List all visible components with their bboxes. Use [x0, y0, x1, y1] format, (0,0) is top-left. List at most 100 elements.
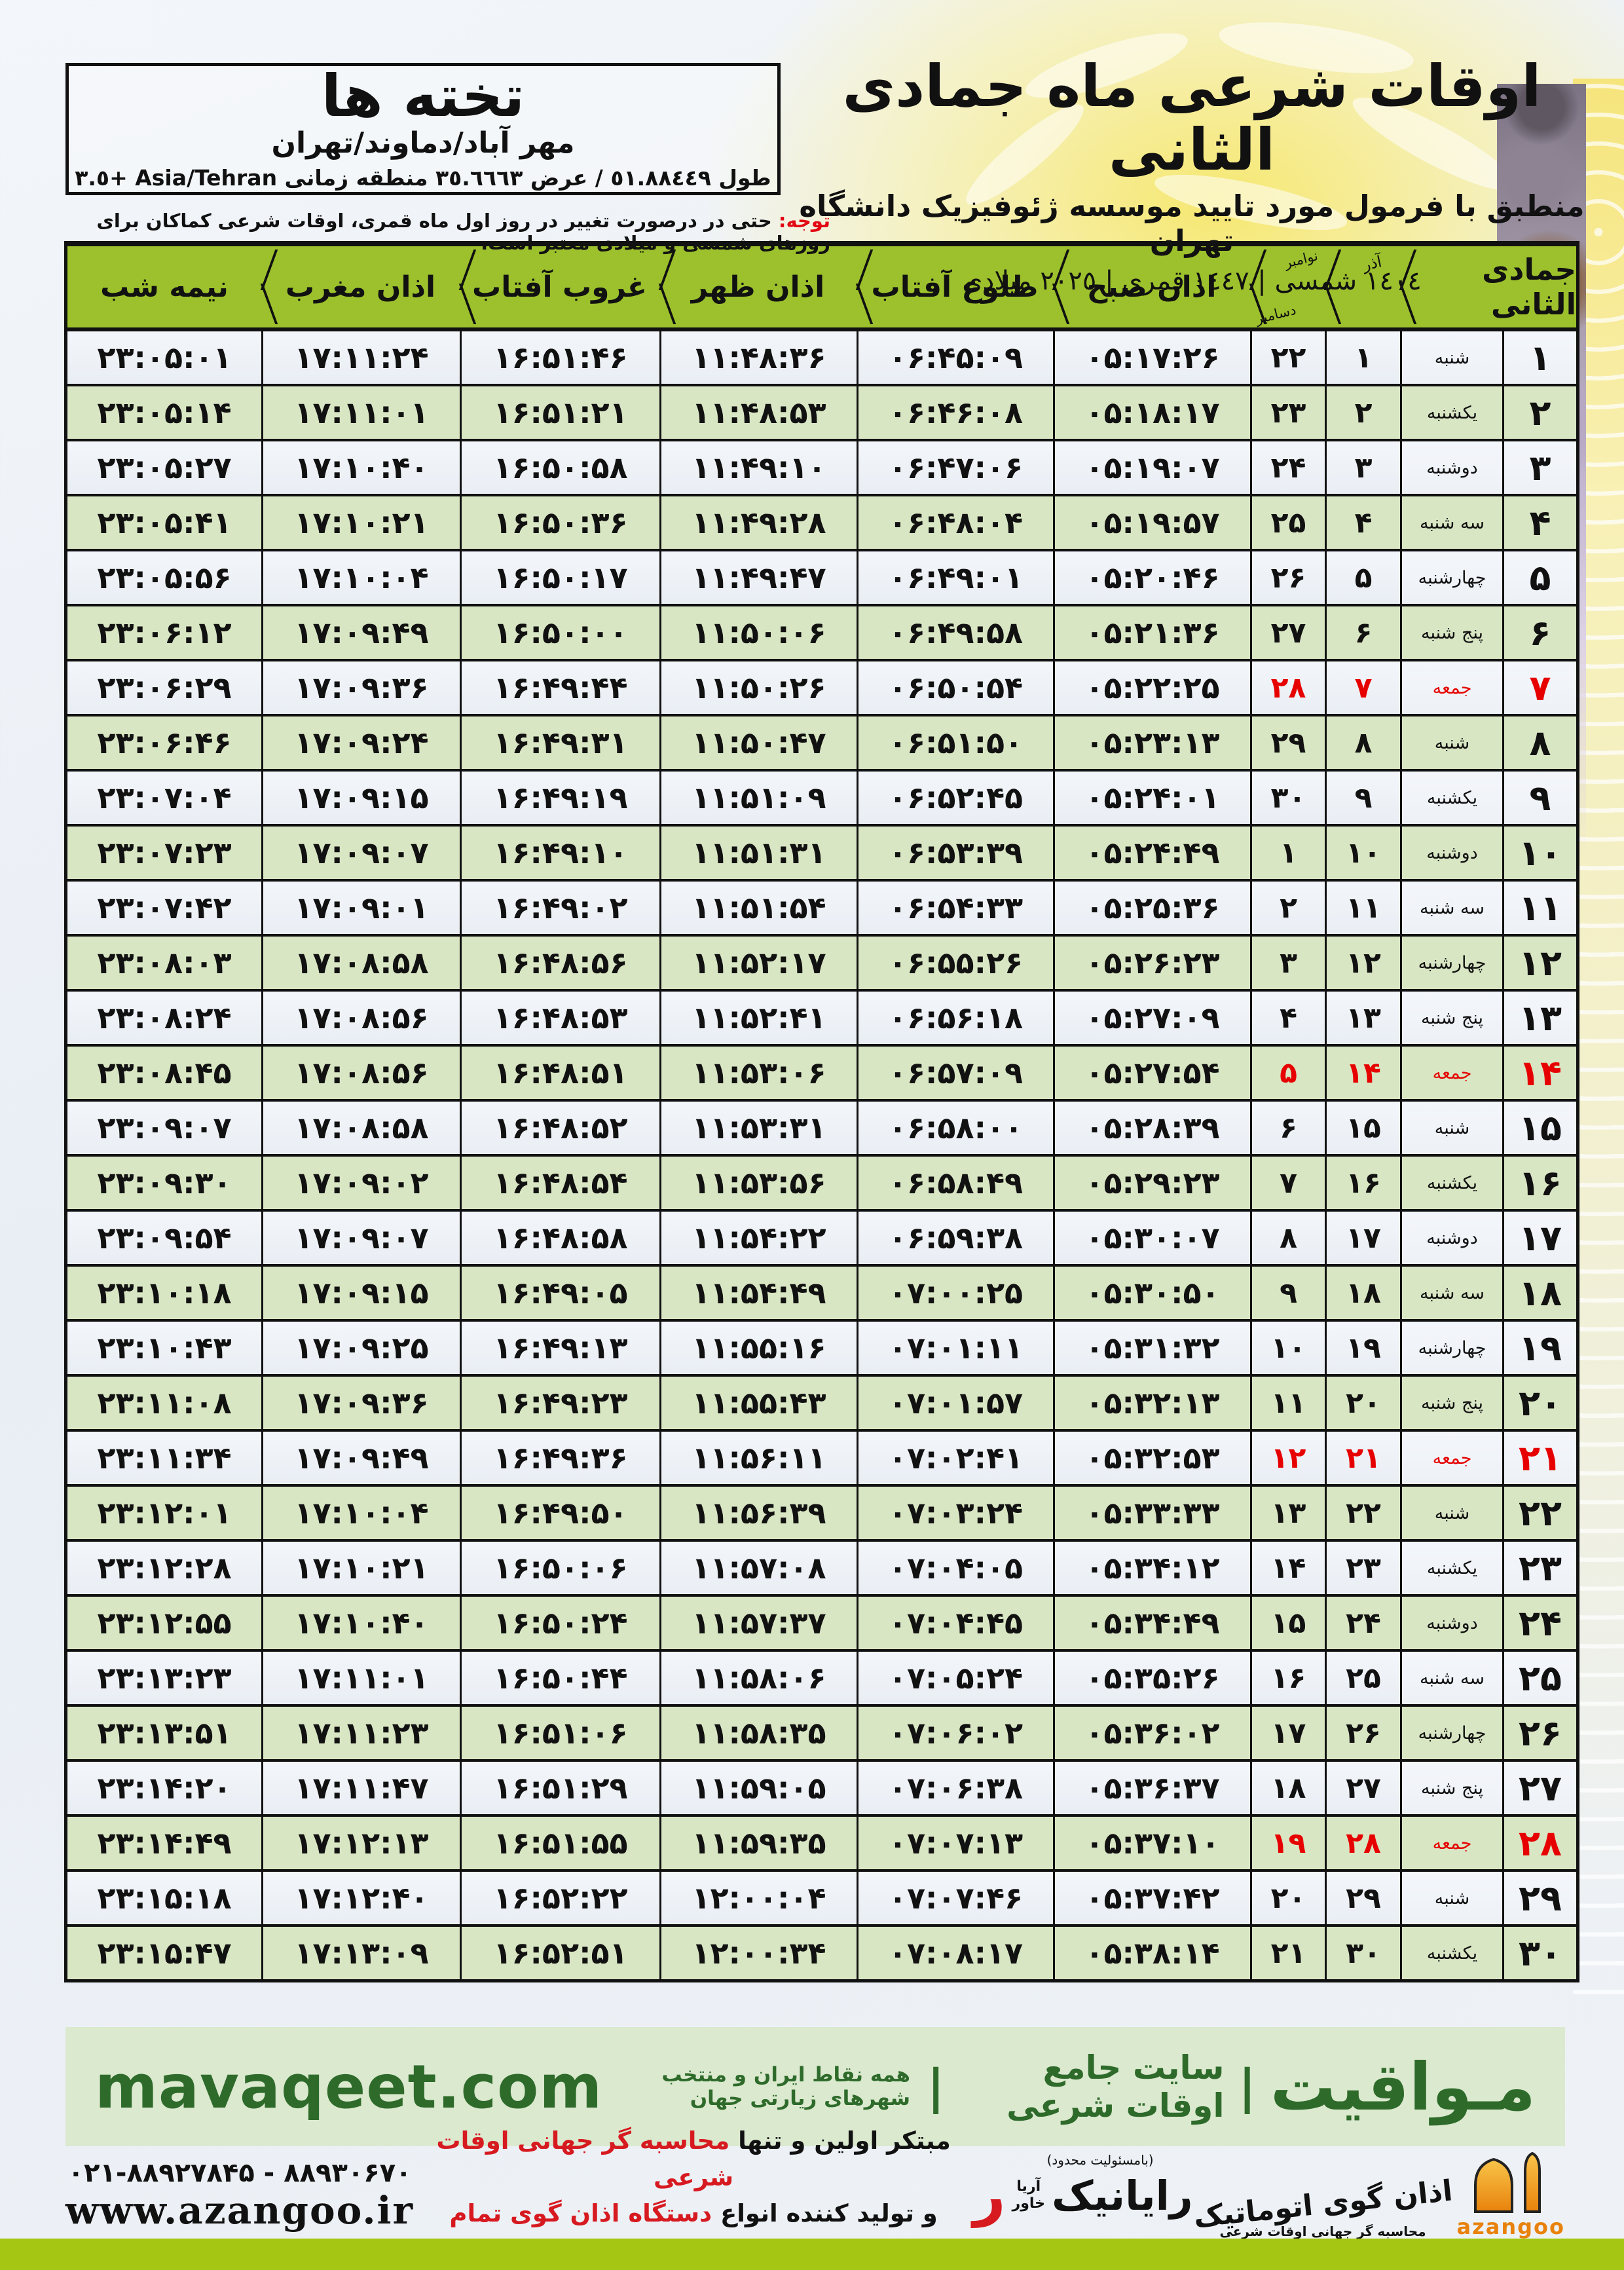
- cell-dhuhr-time: ۱۱:۵۵:۱۶: [659, 1322, 857, 1374]
- table-row: ۱ شنبه ۱ ۲۲ ۰۵:۱۷:۲۶ ۰۶:۴۵:۰۹ ۱۱:۴۸:۳۶ ۱…: [67, 331, 1576, 386]
- cell-weekday: سه شنبه: [1400, 496, 1502, 549]
- cell-gregorian-day: ۳: [1250, 937, 1325, 989]
- cell-sunset-time: ۱۶:۵۰:۵۸: [460, 441, 659, 494]
- table-row: ۱۳ پنج شنبه ۱۳ ۴ ۰۵:۲۷:۰۹ ۰۶:۵۶:۱۸ ۱۱:۵۲…: [67, 992, 1576, 1047]
- cell-gregorian-day: ۱۵: [1250, 1597, 1325, 1649]
- cell-sunrise-time: ۰۶:۵۸:۴۹: [857, 1157, 1053, 1209]
- table-row: ۲۸ جمعه ۲۸ ۱۹ ۰۵:۳۷:۱۰ ۰۷:۰۷:۱۳ ۱۱:۵۹:۳۵…: [67, 1817, 1576, 1872]
- location-subtitle: مهر آباد/دماوند/تهران: [271, 126, 575, 160]
- cell-day-number: ۴: [1502, 496, 1576, 549]
- cell-midnight-time: ۲۳:۰۵:۵۶: [97, 560, 232, 595]
- cell-sunrise-time: ۰۶:۵۱:۵۰: [857, 716, 1053, 769]
- cell-sunrise-time: ۰۶:۴۷:۰۶: [857, 441, 1053, 494]
- bottom-green-bar: [0, 2239, 1624, 2270]
- cell-day-number: ۲: [1502, 386, 1576, 439]
- cell-midnight-time: ۲۳:۱۴:۲۰: [97, 1770, 232, 1806]
- cell-fajr-time: ۰۵:۳۷:۴۲: [1053, 1872, 1250, 1924]
- cell-sunrise-time: ۰۶:۵۰:۵۴: [857, 661, 1053, 714]
- mavaqeet-brand: مـواقیت: [1270, 2048, 1536, 2125]
- table-row: ۲۲ شنبه ۲۲ ۱۳ ۰۵:۳۳:۳۳ ۰۷:۰۳:۲۴ ۱۱:۵۶:۳۹…: [67, 1487, 1576, 1542]
- table-header-row: جمادی الثانی آذر نوامبر دسامبر اذان صبح …: [67, 246, 1576, 331]
- cell-dhuhr-time: ۱۱:۵۶:۱۱: [659, 1432, 857, 1484]
- table-row: ۱۴ جمعه ۱۴ ۵ ۰۵:۲۷:۵۴ ۰۶:۵۷:۰۹ ۱۱:۵۳:۰۶ …: [67, 1047, 1576, 1102]
- azangoo-logo: اذان گوی اتوماتیک محاسبه گر جهانی اوقات …: [1192, 2151, 1565, 2239]
- mavaqeet-banner: مـواقیت | سایت جامع اوقات شرعی | همه نقا…: [65, 2027, 1565, 2146]
- cell-day-number: ۶: [1502, 606, 1576, 659]
- table-row: ۲۴ دوشنبه ۲۴ ۱۵ ۰۵:۳۴:۴۹ ۰۷:۰۴:۴۵ ۱۱:۵۷:…: [67, 1597, 1576, 1652]
- cell-azar-day: ۶: [1325, 606, 1400, 659]
- cell-azar-day: ۲: [1325, 386, 1400, 439]
- cell-gregorian-day: ۶: [1250, 1102, 1325, 1154]
- cell-maghrib-time: ۱۷:۰۹:۳۶: [261, 1377, 460, 1429]
- cell-maghrib-time: ۱۷:۱۳:۰۹: [261, 1927, 460, 1979]
- cell-azar-day: ۱: [1325, 331, 1400, 384]
- cell-fajr-time: ۰۵:۱۸:۱۷: [1053, 386, 1250, 439]
- cell-maghrib-time: ۱۷:۰۹:۲۴: [261, 716, 460, 769]
- cell-dhuhr-time: ۱۱:۵۳:۵۶: [659, 1157, 857, 1209]
- cell-maghrib-time: ۱۷:۱۲:۴۰: [261, 1872, 460, 1924]
- column-header-dhuhr: اذان ظهر: [659, 246, 857, 327]
- cell-day-number: ۳۰: [1502, 1927, 1576, 1979]
- cell-midnight-time: ۲۳:۱۰:۱۸: [97, 1275, 232, 1311]
- table-row: ۱۱ سه شنبه ۱۱ ۲ ۰۵:۲۵:۳۶ ۰۶:۵۴:۳۳ ۱۱:۵۱:…: [67, 882, 1576, 937]
- cell-maghrib-time: ۱۷:۰۹:۱۵: [261, 772, 460, 824]
- cell-day-number: ۱۴: [1502, 1047, 1576, 1099]
- cell-midnight-time: ۲۳:۰۹:۵۴: [97, 1220, 232, 1256]
- cell-weekday: یکشنبه: [1400, 1542, 1502, 1594]
- cell-maghrib-time: ۱۷:۱۱:۰۱: [261, 1652, 460, 1704]
- cell-maghrib-time: ۱۷:۰۹:۴۹: [261, 1432, 460, 1484]
- cell-weekday: یکشنبه: [1400, 386, 1502, 439]
- cell-sunrise-time: ۰۷:۰۷:۱۳: [857, 1817, 1053, 1869]
- cell-azar-day: ۲۴: [1325, 1597, 1400, 1649]
- cell-sunset-time: ۱۶:۵۱:۴۶: [460, 331, 659, 384]
- cell-azar-day: ۲۳: [1325, 1542, 1400, 1594]
- cell-dhuhr-time: ۱۱:۵۱:۵۴: [659, 882, 857, 934]
- cell-sunrise-time: ۰۷:۰۴:۰۵: [857, 1542, 1053, 1594]
- azangoo-english-wordmark: azangoo: [1456, 2214, 1565, 2239]
- table-row: ۲۵ سه شنبه ۲۵ ۱۶ ۰۵:۳۵:۲۶ ۰۷:۰۵:۲۴ ۱۱:۵۸…: [67, 1652, 1576, 1707]
- cell-sunrise-time: ۰۶:۵۵:۲۶: [857, 937, 1053, 989]
- cell-midnight-time: ۲۳:۱۱:۰۸: [97, 1385, 232, 1421]
- cell-sunrise-time: ۰۶:۴۹:۰۱: [857, 551, 1053, 604]
- cell-azar-day: ۲۲: [1325, 1487, 1400, 1539]
- promo-text: مبتکر اولین و تنها محاسبه گر جهانی اوقات…: [414, 2123, 973, 2268]
- cell-weekday: چهارشنبه: [1400, 551, 1502, 604]
- cell-azar-day: ۷: [1325, 661, 1400, 714]
- cell-midnight-time: ۲۳:۱۲:۲۸: [97, 1550, 232, 1586]
- rayanik-logo: (بامسئولیت محدود) ر آریا خاور رایانیک: [973, 2152, 1193, 2223]
- cell-midnight-time: ۲۳:۰۶:۲۹: [97, 670, 232, 705]
- promo-line-1: مبتکر اولین و تنها محاسبه گر جهانی اوقات…: [436, 2127, 951, 2191]
- cell-azar-day: ۱۷: [1325, 1212, 1400, 1264]
- cell-maghrib-time: ۱۷:۰۹:۰۲: [261, 1157, 460, 1209]
- table-row: ۱۹ چهارشنبه ۱۹ ۱۰ ۰۵:۳۱:۳۲ ۰۷:۰۱:۱۱ ۱۱:۵…: [67, 1322, 1576, 1377]
- rayanik-subwords: آریا خاور: [1012, 2178, 1046, 2212]
- cell-fajr-time: ۰۵:۱۹:۰۷: [1053, 441, 1250, 494]
- cell-gregorian-day: ۳۰: [1250, 772, 1325, 824]
- cell-weekday: چهارشنبه: [1400, 1322, 1502, 1374]
- table-row: ۸ شنبه ۸ ۲۹ ۰۵:۲۳:۱۳ ۰۶:۵۱:۵۰ ۱۱:۵۰:۴۷ ۱…: [67, 716, 1576, 772]
- cell-sunrise-time: ۰۶:۵۲:۴۵: [857, 772, 1053, 824]
- cell-maghrib-time: ۱۷:۱۱:۲۴: [261, 331, 460, 384]
- cell-day-number: ۱۳: [1502, 992, 1576, 1044]
- cell-day-number: ۱: [1502, 331, 1576, 384]
- cell-sunset-time: ۱۶:۵۰:۰۰: [460, 606, 659, 659]
- divider: |: [1238, 2059, 1256, 2114]
- cell-azar-day: ۱۶: [1325, 1157, 1400, 1209]
- cell-sunset-time: ۱۶:۴۹:۰۲: [460, 882, 659, 934]
- cell-gregorian-day: ۱: [1250, 827, 1325, 879]
- cell-fajr-time: ۰۵:۳۷:۱۰: [1053, 1817, 1250, 1869]
- cell-azar-day: ۱۲: [1325, 937, 1400, 989]
- cell-midnight-time: ۲۳:۱۵:۱۸: [97, 1880, 232, 1916]
- cell-gregorian-day: ۲۵: [1250, 496, 1325, 549]
- divider: |: [927, 2059, 945, 2114]
- cell-sunrise-time: ۰۷:۰۶:۳۸: [857, 1762, 1053, 1814]
- cell-fajr-time: ۰۵:۱۹:۵۷: [1053, 496, 1250, 549]
- cell-fajr-time: ۰۵:۳۴:۴۹: [1053, 1597, 1250, 1649]
- location-box: تخته ها مهر آباد/دماوند/تهران طول ٥١.٨٨٤…: [65, 63, 781, 195]
- cell-sunset-time: ۱۶:۵۰:۲۴: [460, 1597, 659, 1649]
- rayanik-wordmark: رایانیک: [1052, 2171, 1193, 2220]
- cell-gregorian-day: ۴: [1250, 992, 1325, 1044]
- cell-dhuhr-time: ۱۱:۵۴:۲۲: [659, 1212, 857, 1264]
- cell-azar-day: ۲۰: [1325, 1377, 1400, 1429]
- cell-sunset-time: ۱۶:۵۰:۱۷: [460, 551, 659, 604]
